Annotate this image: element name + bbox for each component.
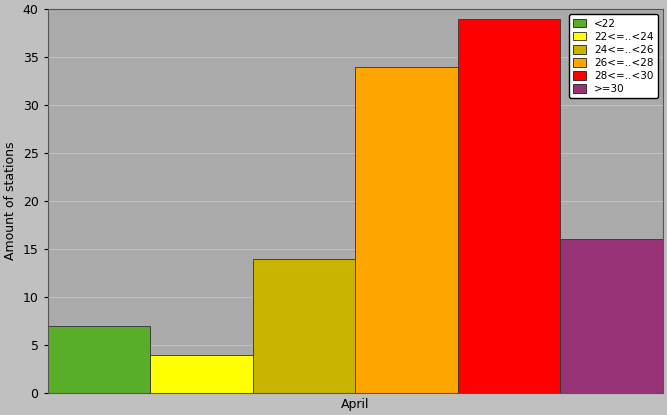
- Legend: <22, 22<=..<24, 24<=..<26, 26<=..<28, 28<=..<30, >=30: <22, 22<=..<24, 24<=..<26, 26<=..<28, 28…: [569, 15, 658, 98]
- Bar: [47, 326, 150, 393]
- Bar: [150, 354, 253, 393]
- Bar: [560, 239, 663, 393]
- Bar: [458, 19, 560, 393]
- Bar: [356, 67, 458, 393]
- Bar: [253, 259, 356, 393]
- Y-axis label: Amount of stations: Amount of stations: [4, 142, 17, 260]
